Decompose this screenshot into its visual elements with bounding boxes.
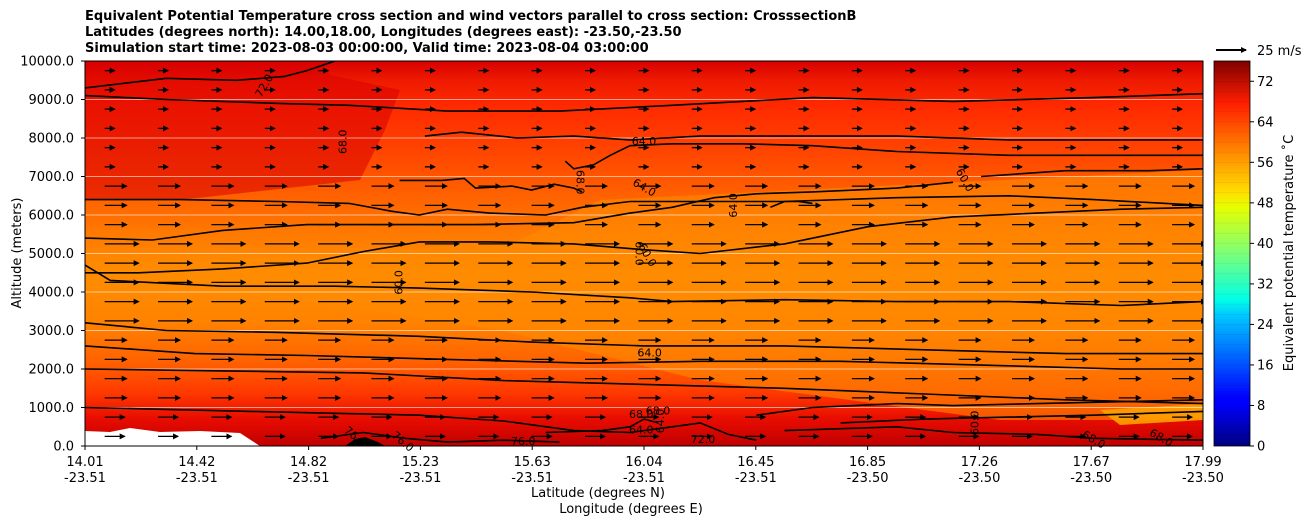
contour-label: 60.0 [969, 411, 982, 436]
colorbar-tick-label: 56 [1257, 156, 1274, 171]
y-tick-label: 8000.0 [29, 132, 75, 147]
contour-label: 60.0 [393, 270, 406, 295]
contour-line-64 [981, 168, 1203, 178]
x-tick-label-lon: -23.51 [623, 471, 665, 486]
x-tick-label-lat: 15.63 [514, 455, 551, 470]
x-tick-label-lon: -23.51 [511, 471, 553, 486]
contour-line-64 [770, 200, 813, 209]
x-tick-label-lat: 15.23 [402, 455, 439, 470]
contour-label: 64.0 [632, 135, 657, 148]
colorbar: 0 8 16 24 32 40 48 56 64 72 Equivalent potential … [1213, 60, 1297, 455]
contour-line-64 [85, 345, 1203, 370]
contour-label: 68.0 [573, 170, 586, 195]
field-patch-lower-right [1100, 404, 1203, 425]
colorbar-ticks: 0 8 16 24 32 40 48 56 64 72 [1250, 75, 1274, 455]
contour-label: 64.0 [654, 409, 667, 434]
colorbar-tick-label: 24 [1257, 318, 1274, 333]
x-tick-label-lat: 17.26 [961, 455, 998, 470]
y-axis: 0.0 1000.0 2000.0 3000.0 4000.0 5000.0 6000.0 7… [20, 55, 85, 455]
contour-line-60 [85, 264, 1203, 307]
quiver-key-label: 25 m/s [1257, 44, 1302, 59]
terrain-peak [345, 437, 385, 446]
x-tick-label-lon: -23.50 [1182, 471, 1224, 486]
title-line-3: Simulation start time: 2023-08-03 00:00:… [85, 41, 649, 56]
title-line-2: Latitudes (degrees north): 14.00,18.00, … [85, 25, 682, 40]
x-tick-label-lat: 16.85 [849, 455, 886, 470]
x-tick-label-lat: 17.67 [1073, 455, 1110, 470]
x-tick-label-lon: -23.50 [958, 471, 1000, 486]
contour-label: 60.0 [632, 241, 645, 266]
colorbar-tick-label: 0 [1257, 440, 1265, 455]
contours [85, 61, 1203, 443]
contour-line-64 [840, 410, 1203, 424]
y-tick-label: 0.0 [53, 440, 74, 455]
colorbar-tick-label: 40 [1257, 237, 1274, 252]
x-tick-label-lat: 14.01 [66, 455, 103, 470]
x-tick-label-lat: 14.42 [178, 455, 215, 470]
x-tick-label-lon: -23.51 [735, 471, 777, 486]
y-tick-label: 7000.0 [29, 170, 75, 185]
y-tick-label: 5000.0 [29, 247, 75, 262]
colorbar-bands [1214, 70, 1250, 437]
colorbar-label: Equivalent potential temperature ˚C [1281, 135, 1297, 371]
y-tick-label: 6000.0 [29, 209, 75, 224]
x-axis: 14.01-23.5114.42-23.5114.82-23.5115.23-2… [64, 446, 1224, 486]
x-tick-label-lon: -23.50 [1070, 471, 1112, 486]
x-tick-label-lon: -23.51 [399, 471, 441, 486]
contour-line-64 [85, 181, 954, 241]
colorbar-tick-label: 64 [1257, 115, 1274, 130]
colorbar-tick-label: 48 [1257, 196, 1274, 211]
x-tick-label-lat: 16.04 [625, 455, 662, 470]
x-tick-label-lat: 14.82 [290, 455, 327, 470]
x-tick-label-lat: 16.45 [737, 455, 774, 470]
colorbar-tick-label: 72 [1257, 75, 1274, 90]
contour-label: 76.0 [511, 435, 536, 448]
x-tick-label-lon: -23.51 [288, 471, 330, 486]
contour-line-68 [399, 177, 583, 193]
contour-line-68 [784, 425, 1203, 441]
contour-line-68 [85, 92, 1203, 112]
colorbar-tick-label: 8 [1257, 399, 1265, 414]
colorbar-tick-label: 32 [1257, 277, 1274, 292]
contour-line-64 [545, 418, 659, 434]
colorbar-frame [1213, 60, 1251, 447]
colorbar-fill [1214, 61, 1250, 446]
contour-line-64 [564, 143, 1203, 170]
contour-label: 68.0 [629, 408, 654, 421]
y-tick-label: 1000.0 [29, 401, 75, 416]
y-tick-label: 10000.0 [20, 55, 74, 70]
contour-line-72 [85, 406, 757, 441]
x-tick-label-lon: -23.51 [176, 471, 218, 486]
contour-label: 64.0 [629, 424, 654, 437]
x-axis-label-lon: Longitude (degrees E) [559, 502, 703, 517]
contour-label: 68.0 [646, 404, 671, 417]
contour-line-76 [320, 431, 560, 443]
wind-vectors [104, 67, 1203, 440]
x-axis-label-lat: Latitude (degrees N) [531, 486, 665, 501]
contour-label: 68.0 [336, 130, 349, 155]
contour-line-60 [85, 322, 1203, 355]
y-tick-label: 4000.0 [29, 286, 75, 301]
colorbar-tick-label: 16 [1257, 358, 1274, 373]
contour-line-60 [756, 399, 1203, 416]
contour-line-68 [85, 194, 1203, 216]
contour-label: 64.0 [637, 347, 662, 360]
contour-line-72 [85, 61, 336, 89]
y-tick-label: 9000.0 [29, 93, 75, 108]
contour-label: 72.0 [691, 433, 716, 446]
contour-line-68 [424, 131, 1203, 141]
y-tick-label: 3000.0 [29, 324, 75, 339]
x-tick-label-lat: 17.99 [1184, 455, 1221, 470]
title-line-1: Equivalent Potential Temperature cross s… [85, 9, 857, 24]
contour-label: 64.0 [727, 193, 740, 218]
x-tick-label-lon: -23.50 [847, 471, 889, 486]
x-tick-label-lon: -23.51 [64, 471, 106, 486]
quiver-key: 25 m/s [1216, 44, 1302, 59]
chart-title: Equivalent Potential Temperature cross s… [85, 9, 856, 57]
y-tick-label: 2000.0 [29, 363, 75, 378]
plot-area: 72.068.068.064.064.064.060.060.060.060.0… [84, 60, 1204, 455]
y-axis-label: Altitude (meters) [10, 198, 25, 309]
contour-line-60 [85, 206, 1203, 274]
